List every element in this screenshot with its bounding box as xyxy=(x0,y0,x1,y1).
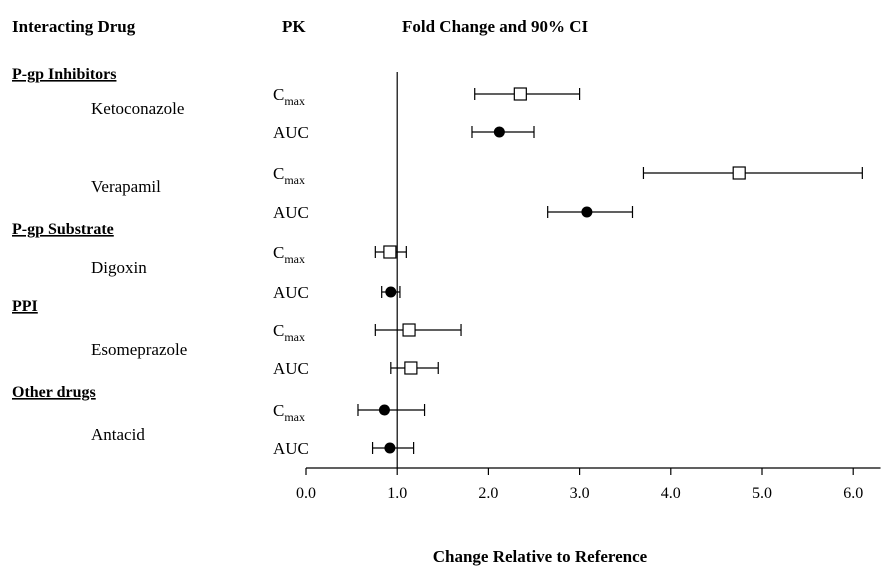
pk-label-auc: AUC xyxy=(273,203,309,222)
point-estimate-circle xyxy=(385,286,397,298)
point-estimate-circle xyxy=(378,404,390,416)
category-label-ppi: PPI xyxy=(12,298,38,315)
pk-label-cmax-sub: max xyxy=(284,252,305,266)
x-tick-label: 1.0 xyxy=(387,485,407,502)
x-tick-label: 5.0 xyxy=(752,485,772,502)
point-estimate-square xyxy=(383,245,397,259)
category-label-other-drugs: Other drugs xyxy=(12,384,96,401)
data-row-antacid-cmax xyxy=(357,404,426,416)
pk-label-cmax-main: C xyxy=(273,401,284,420)
data-row-antacid-auc xyxy=(371,442,415,454)
point-estimate-square xyxy=(402,323,416,337)
pk-label-cmax-main: C xyxy=(273,85,284,104)
pk-label-cmax: Cmax xyxy=(273,243,305,266)
drug-label-digoxin: Digoxin xyxy=(91,258,147,277)
data-row-ketoconazole-cmax xyxy=(474,87,581,101)
x-axis: 0.0 1.0 2.0 3.0 4.0 5.0 6.0 xyxy=(296,72,881,502)
point-estimate-square xyxy=(513,87,527,101)
data-row-digoxin-cmax xyxy=(374,245,407,259)
pk-label-cmax: Cmax xyxy=(273,401,305,424)
pk-label-cmax-main: C xyxy=(273,164,284,183)
pk-label-cmax: Cmax xyxy=(273,321,305,344)
x-tick-label: 6.0 xyxy=(843,485,863,502)
header-fold-change: Fold Change and 90% CI xyxy=(402,17,588,36)
pk-label-auc: AUC xyxy=(273,359,309,378)
pk-label-cmax-sub: max xyxy=(284,94,305,108)
data-row-digoxin-auc xyxy=(381,286,401,298)
pk-label-cmax-main: C xyxy=(273,321,284,340)
category-label-pgp-inhibitors: P-gp Inhibitors xyxy=(12,66,116,83)
point-estimate-circle xyxy=(581,206,593,218)
header-pk: PK xyxy=(282,17,306,36)
data-marks xyxy=(357,87,863,454)
header-interacting-drug: Interacting Drug xyxy=(12,17,136,36)
category-label-pgp-substrate: P-gp Substrate xyxy=(12,221,114,238)
data-row-verapamil-auc xyxy=(547,206,634,218)
data-row-ketoconazole-auc xyxy=(471,126,535,138)
pk-label-auc: AUC xyxy=(273,123,309,142)
point-estimate-square xyxy=(732,166,746,180)
pk-label-cmax: Cmax xyxy=(273,85,305,108)
data-row-esomeprazole-cmax xyxy=(374,323,462,337)
point-estimate-circle xyxy=(384,442,396,454)
pk-label-cmax-sub: max xyxy=(284,173,305,187)
x-tick-label: 3.0 xyxy=(570,485,590,502)
data-row-esomeprazole-auc xyxy=(390,361,439,375)
drug-label-antacid: Antacid xyxy=(91,425,145,444)
point-estimate-square xyxy=(404,361,418,375)
data-row-verapamil-cmax xyxy=(642,166,863,180)
pk-label-cmax-main: C xyxy=(273,243,284,262)
x-tick-label: 4.0 xyxy=(661,485,681,502)
drug-label-verapamil: Verapamil xyxy=(91,177,161,196)
pk-label-cmax-sub: max xyxy=(284,410,305,424)
pk-label-cmax-sub: max xyxy=(284,330,305,344)
point-estimate-circle xyxy=(493,126,505,138)
x-axis-label: Change Relative to Reference xyxy=(433,547,648,566)
pk-labels: Cmax AUC Cmax AUC Cmax AUC Cmax AUC Cmax AUC xyxy=(273,85,309,458)
x-tick-label: 0.0 xyxy=(296,485,316,502)
drug-label-ketoconazole: Ketoconazole xyxy=(91,99,184,118)
pk-label-auc: AUC xyxy=(273,283,309,302)
x-tick-label: 2.0 xyxy=(478,485,498,502)
pk-label-auc: AUC xyxy=(273,439,309,458)
drug-label-esomeprazole: Esomeprazole xyxy=(91,340,187,359)
pk-label-cmax: Cmax xyxy=(273,164,305,187)
